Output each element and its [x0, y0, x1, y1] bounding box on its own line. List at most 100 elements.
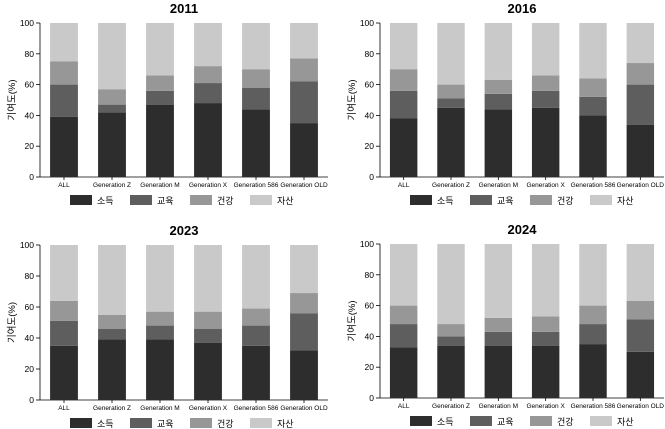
legend-label: 건강 — [217, 196, 234, 206]
x-tick-label: Generation Z — [432, 403, 470, 410]
legend-label: 건강 — [557, 417, 574, 427]
chart-panel-2011: 2011 0 20 40 60 80 100 기여도(%) ALL Generation Z Gen… — [6, 1, 328, 206]
bar-segment-all-2 — [50, 61, 78, 85]
bar-segment-generation-z-0 — [98, 112, 126, 177]
bar-segment-generation-m-1 — [484, 93, 513, 110]
x-tick-label: Generation 586 — [234, 405, 279, 412]
legend-label: 소득 — [437, 417, 454, 427]
legend-swatch — [410, 195, 432, 205]
bar-segment-all-0 — [50, 116, 78, 177]
y-tick-label: 40 — [365, 331, 375, 341]
bar-segment-generation-586-2 — [242, 69, 270, 88]
bar-segment-generation-old-0 — [290, 123, 318, 177]
y-tick-label: 80 — [25, 49, 35, 59]
bar-segment-all-1 — [389, 90, 418, 119]
x-tick-label: ALL — [398, 182, 410, 189]
legend-swatch — [530, 416, 552, 426]
y-axis-label: 기여도(%) — [6, 80, 18, 121]
chart-title: 2024 — [508, 222, 538, 237]
y-tick-label: 60 — [365, 301, 375, 311]
x-tick-label: Generation X — [527, 182, 566, 189]
bar-segment-all-2 — [50, 300, 78, 321]
y-tick-label: 40 — [365, 110, 375, 120]
bar-segment-generation-586-0 — [242, 345, 270, 400]
bar-segment-generation-x-0 — [531, 107, 560, 177]
x-tick-label: ALL — [398, 403, 410, 410]
bar-segment-all-0 — [389, 347, 418, 398]
bar-segment-generation-m-0 — [484, 345, 513, 398]
legend-swatch — [250, 418, 272, 428]
legend-swatch — [130, 418, 152, 428]
bar-segment-all-2 — [389, 305, 418, 325]
bar-segment-generation-z-3 — [437, 244, 465, 325]
bar-segment-generation-m-3 — [484, 244, 513, 318]
bar-segment-generation-z-3 — [98, 245, 126, 315]
y-tick-label: 60 — [25, 80, 35, 90]
legend-swatch — [590, 416, 612, 426]
x-tick-label: Generation 586 — [571, 403, 616, 410]
bar-segment-generation-z-2 — [98, 89, 126, 105]
bar-segment-generation-z-0 — [437, 107, 465, 177]
x-tick-label: Generation M — [479, 182, 518, 189]
y-tick-label: 60 — [365, 80, 375, 90]
bar-segment-generation-m-2 — [484, 79, 513, 94]
bar-segment-generation-586-0 — [242, 109, 270, 177]
x-tick-label: ALL — [58, 405, 70, 412]
bar-segment-all-1 — [50, 84, 78, 117]
y-tick-label: 80 — [365, 270, 375, 280]
bar-segment-generation-m-3 — [484, 23, 513, 80]
chart-title: 2023 — [170, 223, 199, 238]
chart-panel-2024: 2024 0 20 40 60 80 100 기여도(%) ALL Generation Z Gen… — [346, 222, 664, 427]
y-tick-label: 100 — [360, 239, 374, 249]
bar-segment-generation-m-0 — [146, 339, 174, 400]
bar-segment-generation-old-0 — [626, 351, 655, 398]
y-tick-label: 80 — [365, 49, 375, 59]
bar-segment-generation-m-2 — [484, 317, 513, 332]
bar-segment-generation-x-3 — [531, 244, 560, 317]
bar-segment-generation-x-3 — [194, 245, 222, 312]
bar-segment-generation-586-2 — [579, 78, 607, 97]
bar-segment-generation-x-3 — [531, 23, 560, 76]
bar-segment-all-1 — [389, 324, 418, 348]
chart-panel-2023: 2023 0 20 40 60 80 100 기여도(%) ALL Generation Z Gen… — [6, 223, 328, 429]
bar-segment-generation-x-1 — [194, 328, 222, 343]
bar-segment-generation-z-2 — [437, 84, 465, 99]
bar-segment-generation-586-3 — [579, 244, 607, 306]
y-axis-label: 기여도(%) — [6, 302, 18, 343]
bar-segment-generation-x-2 — [194, 311, 222, 329]
y-tick-label: 0 — [369, 393, 374, 403]
legend-swatch — [190, 418, 212, 428]
bar-segment-generation-m-3 — [146, 245, 174, 312]
bar-segment-generation-586-3 — [242, 23, 270, 70]
bar-segment-generation-old-1 — [290, 81, 318, 124]
bar-segment-all-1 — [50, 320, 78, 346]
bar-segment-all-3 — [50, 245, 78, 301]
bar-segment-generation-586-1 — [242, 325, 270, 346]
y-tick-label: 20 — [25, 141, 35, 151]
bar-segment-generation-z-1 — [437, 98, 465, 108]
bar-segment-generation-z-1 — [98, 104, 126, 113]
bar-segment-generation-x-2 — [194, 66, 222, 84]
y-tick-label: 0 — [369, 172, 374, 182]
y-axis-label: 기여도(%) — [346, 301, 358, 342]
bar-segment-generation-m-0 — [484, 109, 513, 177]
bar-segment-all-3 — [50, 23, 78, 62]
x-tick-label: Generation M — [140, 405, 179, 412]
x-tick-label: Generation M — [140, 182, 179, 189]
bar-segment-generation-old-3 — [626, 23, 655, 64]
bar-segment-generation-old-2 — [626, 63, 655, 85]
bar-segment-all-0 — [50, 345, 78, 400]
x-tick-label: Generation X — [189, 182, 228, 189]
bar-segment-generation-586-2 — [242, 308, 270, 326]
bar-segment-all-3 — [389, 23, 418, 70]
chart-title: 2011 — [170, 1, 198, 16]
legend-label: 교육 — [497, 196, 514, 206]
bar-segment-all-3 — [389, 244, 418, 306]
x-tick-label: Generation X — [527, 403, 566, 410]
bar-segment-generation-old-1 — [626, 319, 655, 352]
y-tick-label: 80 — [25, 271, 35, 281]
bar-segment-generation-z-2 — [98, 314, 126, 329]
legend-swatch — [530, 195, 552, 205]
legend-label: 자산 — [617, 417, 634, 427]
